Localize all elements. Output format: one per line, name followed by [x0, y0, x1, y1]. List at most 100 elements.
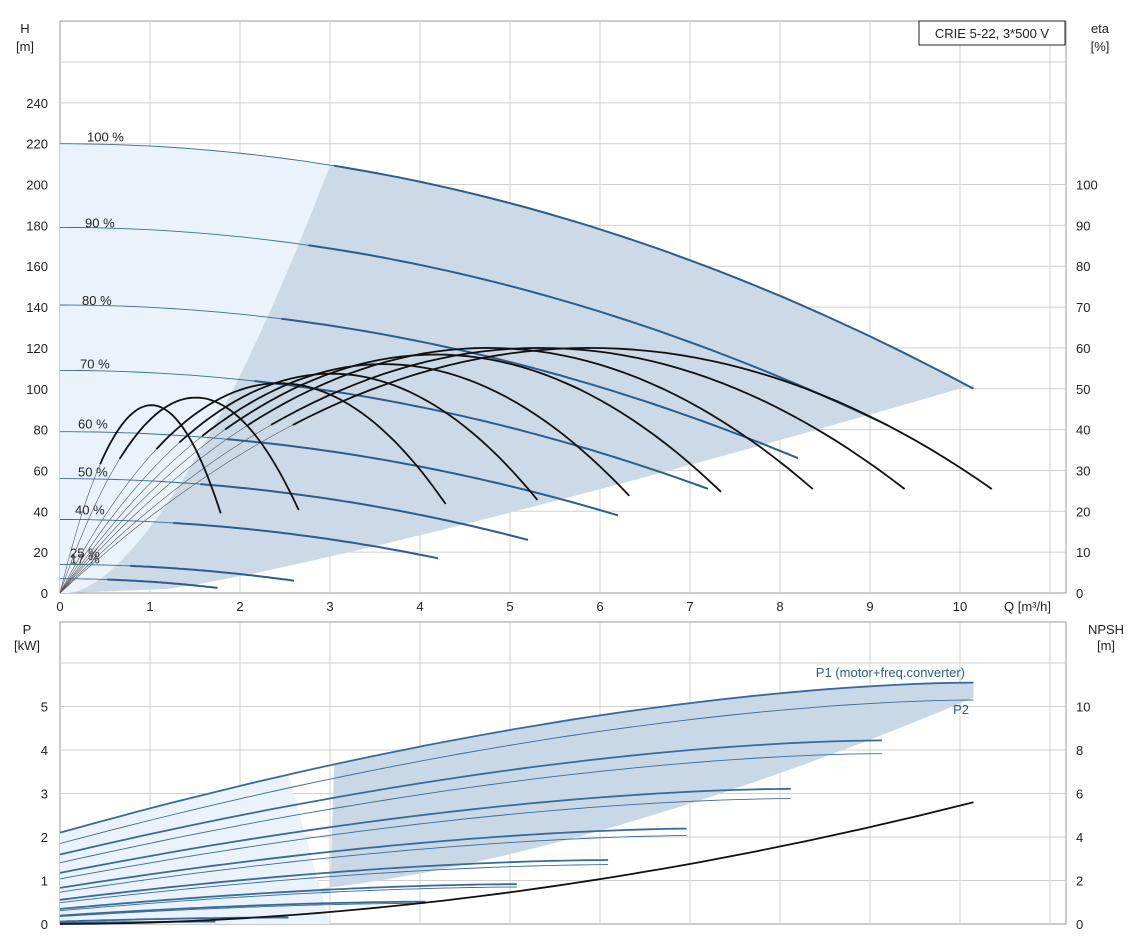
y2-tick-label: 60: [1076, 341, 1090, 356]
y-tick-label: 0: [41, 586, 48, 601]
x-tick-label: 2: [236, 599, 243, 614]
head-curve-bold: [130, 564, 295, 582]
p-axis-unit: [kW]: [14, 638, 40, 653]
power-low-region: [60, 774, 330, 924]
p2-curve: [59, 902, 426, 918]
eta-curve-bold: [118, 396, 300, 511]
head-curve-bold: [200, 483, 529, 541]
x-tick-label: 6: [596, 599, 603, 614]
x-axis-label: Q [m³/h]: [1004, 599, 1051, 614]
y-tick-label: 200: [26, 178, 48, 193]
p-axis-label: P: [23, 622, 32, 637]
npsh-tick-label: 0: [1076, 917, 1083, 932]
head-curve-bold: [333, 164, 974, 390]
speed-label: 100 %: [87, 130, 124, 145]
eta-curve-bold: [270, 346, 906, 490]
y2-tick-label: 10: [1076, 545, 1090, 560]
efficiency-curves: [59, 346, 993, 594]
y-tick-label: 240: [26, 96, 48, 111]
power-npsh-panel: 0 1 2 3 4 5 0 2 4 6 8 10 P[kW] NPSH[m] P1 (motor+freq…: [14, 621, 1124, 932]
y2-tick-label: 70: [1076, 300, 1090, 315]
p1-curve: [59, 681, 974, 834]
y2-tick-label: 100: [1076, 178, 1098, 193]
head-curve-bold: [254, 380, 709, 490]
head-curve-bold: [173, 522, 439, 560]
bottom-axes: 0 1 2 3 4 5 0 2 4 6 8 10 P[kW] NPSH[m]: [14, 622, 1124, 932]
p1-curve: [59, 883, 517, 910]
p1-curve: [59, 787, 791, 874]
y2-tick-label: 40: [1076, 423, 1090, 438]
x-tick-label: 0: [56, 599, 63, 614]
p-tick-label: 0: [41, 917, 48, 932]
y-tick-label: 100: [26, 382, 48, 397]
eta-curve-bold: [99, 404, 222, 514]
npsh-tick-label: 10: [1076, 700, 1090, 715]
speed-label: 50 %: [78, 465, 108, 480]
y2-axis-unit: [%]: [1091, 39, 1110, 54]
p1-curve: [59, 739, 883, 856]
eta-curve-bold: [201, 363, 630, 497]
y-tick-label: 40: [34, 504, 48, 519]
x-tick-label: 5: [506, 599, 513, 614]
x-tick-label: 8: [776, 599, 783, 614]
head-curve-bold: [281, 317, 799, 460]
y2-tick-label: 50: [1076, 382, 1090, 397]
speed-label: 80 %: [82, 293, 112, 308]
y-tick-label: 20: [34, 545, 48, 560]
speed-label: 40 %: [75, 502, 105, 517]
x-tick-label: 3: [326, 599, 333, 614]
eta-curve-bold: [292, 346, 993, 490]
x-tick-label: 1: [146, 599, 153, 614]
low-flow-region: [60, 143, 330, 593]
p-tick-label: 4: [41, 743, 48, 758]
npsh-tick-label: 8: [1076, 743, 1083, 758]
y2-axis-label: eta: [1091, 21, 1110, 36]
head-curve-bold: [308, 244, 889, 427]
p2-curve: [59, 798, 791, 880]
speed-label: 60 %: [78, 417, 108, 432]
eta-curve-bold: [155, 382, 447, 505]
speed-label: 70 %: [80, 356, 110, 371]
title-box: [918, 20, 1066, 46]
p-tick-label: 5: [41, 700, 48, 715]
p-tick-label: 1: [41, 874, 48, 889]
p2-curve: [59, 886, 517, 912]
p2-curve: [59, 834, 687, 893]
p2-curve: [59, 753, 883, 864]
npsh-axis-unit: [m]: [1097, 638, 1115, 653]
y2-tick-label: 30: [1076, 463, 1090, 478]
p1-curve: [59, 859, 609, 901]
operating-region: [60, 143, 974, 593]
y2-tick-label: 80: [1076, 259, 1090, 274]
top-axes: 0 1 2 3 4 5 6 7 8 9 100204060801001201401601802002…: [16, 21, 1110, 614]
y-tick-label: 220: [26, 137, 48, 152]
npsh-axis-label: NPSH: [1088, 622, 1124, 637]
y2-tick-label: 90: [1076, 218, 1090, 233]
y-tick-label: 140: [26, 300, 48, 315]
p1-series-label: P1 (motor+freq.converter): [816, 665, 965, 680]
p-tick-label: 2: [41, 830, 48, 845]
p1-curve: [59, 900, 426, 917]
y-tick-label: 160: [26, 259, 48, 274]
power-region-fill: [240, 682, 974, 894]
eta-curve-bold: [178, 372, 539, 501]
npsh-tick-label: 2: [1076, 874, 1083, 889]
y-axis-label: H: [20, 21, 29, 36]
y2-tick-label: 0: [1076, 586, 1083, 601]
y-axis-unit: [m]: [16, 39, 34, 54]
chart-title: CRIE 5-22, 3*500 V: [935, 26, 1050, 41]
x-tick-label: 9: [866, 599, 873, 614]
y-tick-label: 180: [26, 218, 48, 233]
head-curves: 100 %90 %80 %70 %60 %50 %40 %25 %17 %: [59, 130, 974, 589]
operating-region-fill: [69, 165, 974, 593]
power-region: [60, 682, 974, 924]
x-tick-label: 10: [953, 599, 967, 614]
p2-curve: [59, 864, 609, 904]
p-tick-label: 3: [41, 787, 48, 802]
p2-curve: [59, 699, 974, 844]
eta-curve-bold: [224, 353, 722, 493]
speed-label: 90 %: [85, 215, 115, 230]
eta-curve-bold: [247, 346, 814, 490]
